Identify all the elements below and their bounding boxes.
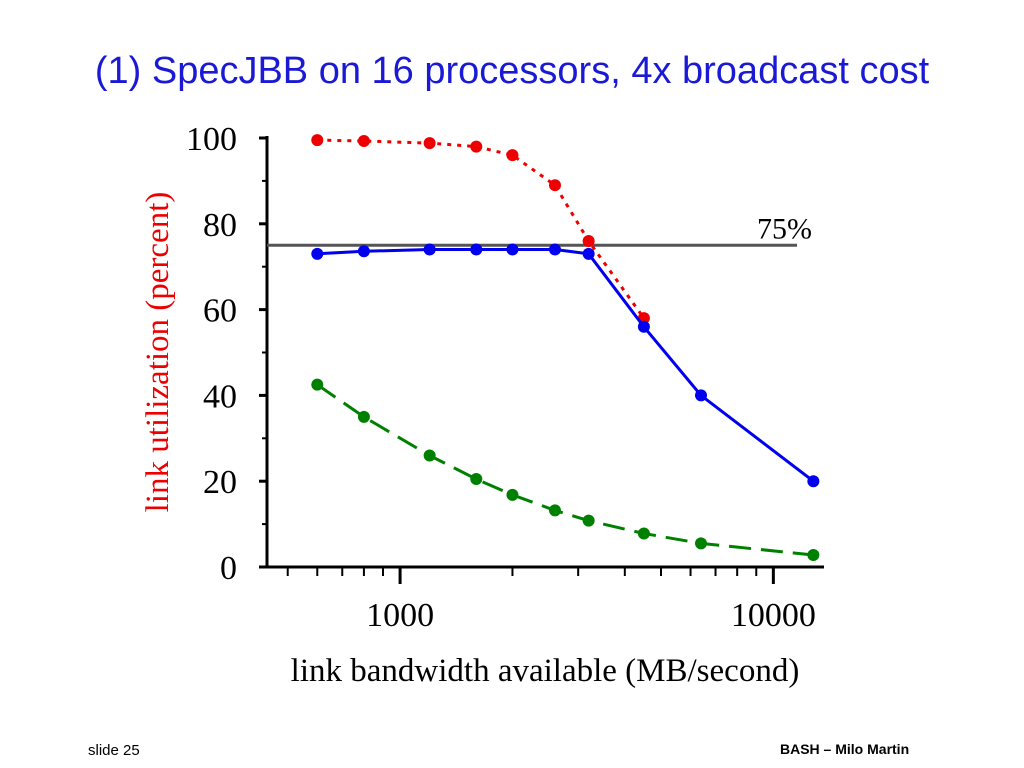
- series-3-point: [311, 378, 324, 391]
- series-3-point: [548, 504, 561, 517]
- series-3-point: [357, 410, 370, 423]
- y-tick-label: 0: [220, 550, 237, 587]
- reference-line-group: 75%: [267, 212, 812, 247]
- x-tick-label: 1000: [366, 597, 434, 634]
- y-tick-label: 20: [203, 464, 237, 501]
- series-2-point: [548, 243, 561, 256]
- series-3-point: [423, 449, 436, 462]
- series-3-point: [582, 514, 595, 527]
- chart-axes: 0 20 40 60 80 100 1000 10000: [186, 121, 824, 634]
- y-tick-label: 80: [203, 207, 237, 244]
- series-2-point: [582, 247, 595, 260]
- series-2-point: [357, 245, 370, 258]
- series-1-point: [311, 134, 324, 147]
- y-axis-label: link utilization (percent): [140, 192, 176, 513]
- series-2-point: [423, 243, 436, 256]
- series-2-point: [695, 389, 708, 402]
- footer-credit: BASH – Milo Martin: [780, 741, 910, 757]
- y-tick-label: 40: [203, 378, 237, 415]
- series-3-point: [506, 488, 519, 501]
- x-axis-label: link bandwidth available (MB/second): [291, 653, 800, 689]
- series-3-line: [316, 383, 814, 557]
- chart-series-group: [311, 134, 820, 561]
- reference-line-label: 75%: [757, 212, 812, 245]
- series-2-point: [506, 243, 519, 256]
- series-1-point: [582, 234, 595, 247]
- series-1-point: [470, 140, 483, 153]
- y-tick-label: 60: [203, 293, 237, 330]
- series-2-point: [637, 320, 650, 333]
- series-3-point: [807, 548, 820, 561]
- series-1-line: [317, 138, 646, 320]
- x-tick-label: 10000: [731, 597, 816, 634]
- series-1-point: [506, 149, 519, 162]
- series-3-point: [470, 473, 483, 486]
- series-3-point: [695, 537, 708, 550]
- series-2-point: [807, 475, 820, 488]
- series-2-line: [317, 248, 815, 483]
- series-1-point: [423, 137, 436, 150]
- series-2-point: [470, 243, 483, 256]
- series-1-point: [357, 135, 370, 148]
- series-3-point: [637, 527, 650, 540]
- series-1-point: [548, 179, 561, 192]
- slide-number: slide 25: [88, 742, 140, 759]
- y-tick-label: 100: [186, 121, 237, 158]
- slide-title: (1) SpecJBB on 16 processors, 4x broadca…: [94, 50, 930, 92]
- series-2-point: [311, 247, 324, 260]
